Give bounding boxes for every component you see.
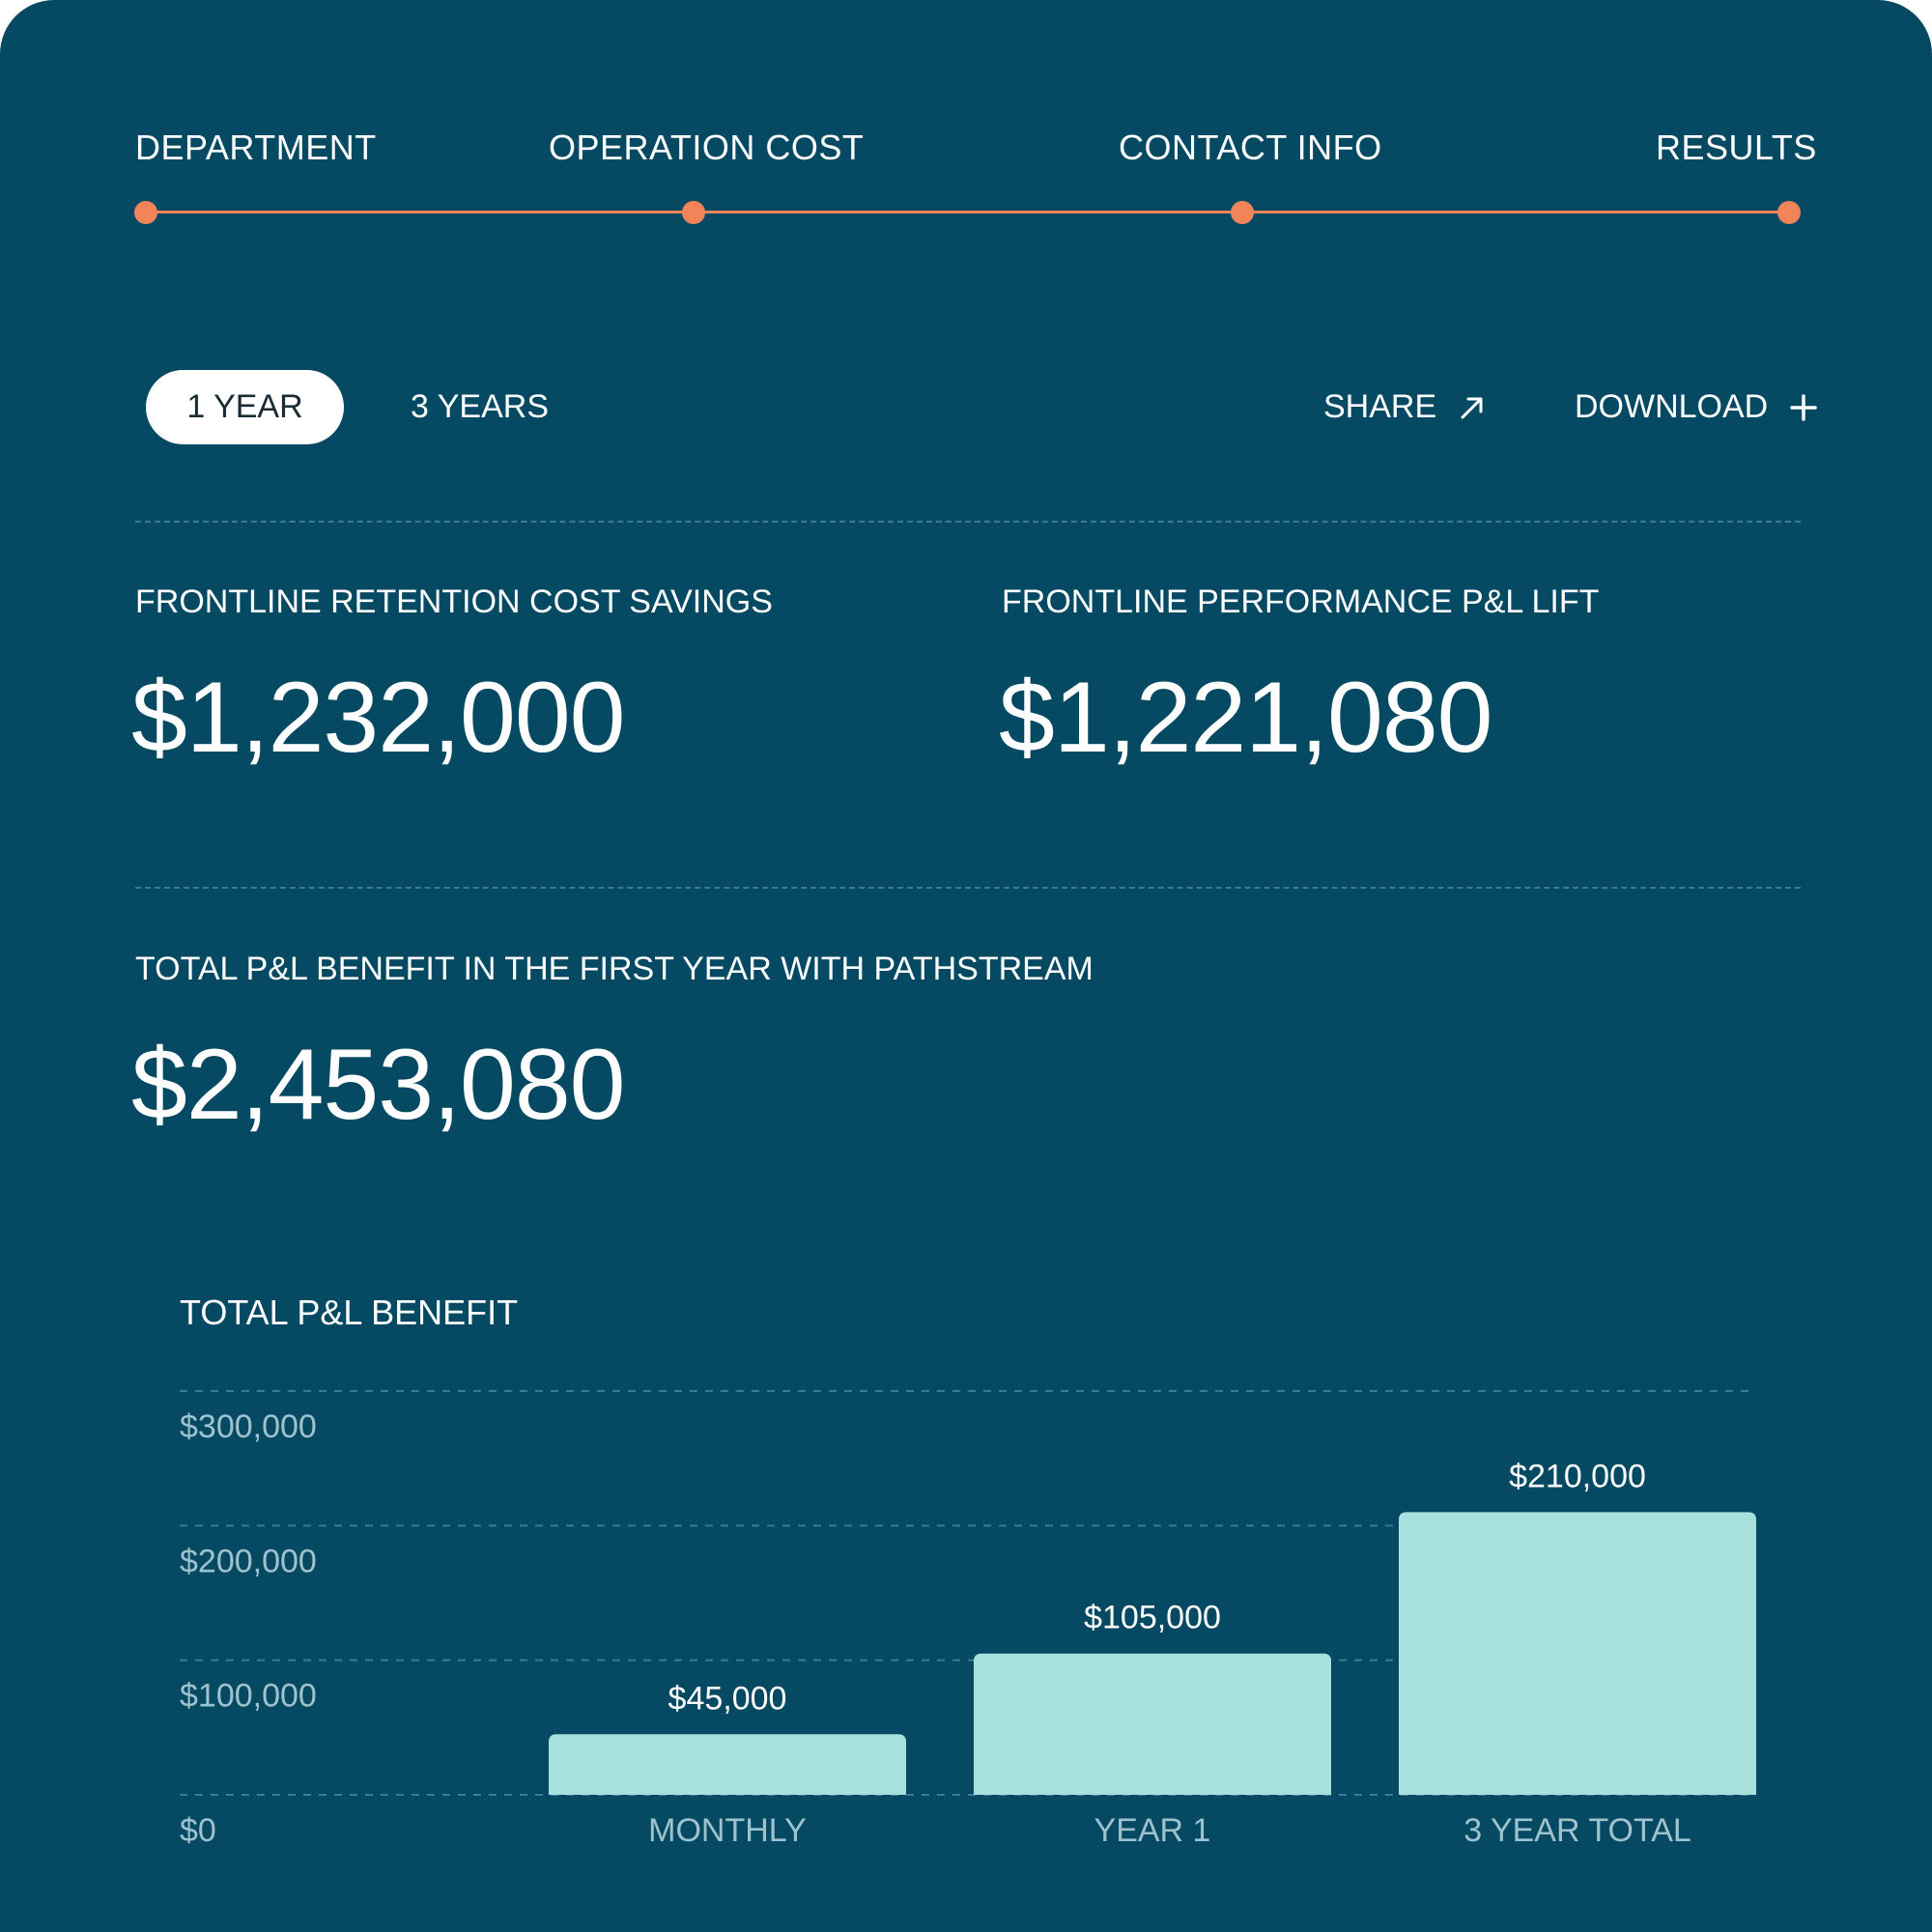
download-button[interactable]: DOWNLOAD: [1575, 370, 1818, 444]
period-toggle-1-year[interactable]: 1 YEAR: [146, 370, 344, 444]
bar-value-label: $210,000: [1509, 1458, 1646, 1494]
retention-savings-label: FRONTLINE RETENTION COST SAVINGS: [135, 583, 773, 620]
y-tick-label: $0: [180, 1812, 216, 1849]
total-benefit-label: TOTAL P&L BENEFIT IN THE FIRST YEAR WITH…: [135, 951, 1094, 987]
performance-lift-value: $1,221,080: [999, 662, 1493, 774]
arrow-up-right-icon: [1458, 393, 1487, 422]
chart-bar: [1399, 1512, 1756, 1795]
plus-icon: [1789, 393, 1818, 422]
divider-middle: [135, 887, 1801, 889]
x-category-label: MONTHLY: [648, 1812, 807, 1849]
y-tick-label: $300,000: [180, 1408, 317, 1445]
stepper-progress-line: [146, 211, 1790, 213]
step-dot-contact-info: [1231, 201, 1254, 224]
step-results[interactable]: RESULTS: [1656, 128, 1817, 167]
performance-lift-label: FRONTLINE PERFORMANCE P&L LIFT: [1002, 583, 1600, 620]
x-category-label: 3 YEAR TOTAL: [1463, 1812, 1691, 1849]
bar-value-label: $45,000: [668, 1680, 787, 1717]
step-dot-results: [1777, 201, 1801, 224]
step-contact-info[interactable]: CONTACT INFO: [1119, 128, 1382, 167]
retention-savings-value: $1,232,000: [131, 662, 626, 774]
download-label: DOWNLOAD: [1575, 388, 1769, 425]
bar-value-label: $105,000: [1084, 1600, 1221, 1636]
step-dot-department: [134, 201, 157, 224]
share-button[interactable]: SHARE: [1323, 370, 1487, 444]
divider-top: [135, 521, 1801, 523]
period-toggle-3-years[interactable]: 3 YEARS: [411, 388, 550, 425]
y-tick-label: $100,000: [180, 1678, 317, 1715]
total-benefit-value: $2,453,080: [131, 1029, 626, 1141]
y-tick-label: $200,000: [180, 1543, 317, 1579]
chart-bar: [974, 1653, 1331, 1795]
share-label: SHARE: [1323, 388, 1437, 425]
step-operation-cost[interactable]: OPERATION COST: [549, 128, 865, 167]
step-dot-operation-cost: [682, 201, 705, 224]
x-category-label: YEAR 1: [1094, 1812, 1211, 1849]
step-department[interactable]: DEPARTMENT: [135, 128, 377, 167]
chart-bar: [549, 1734, 906, 1795]
chart-title: TOTAL P&L BENEFIT: [180, 1293, 519, 1332]
